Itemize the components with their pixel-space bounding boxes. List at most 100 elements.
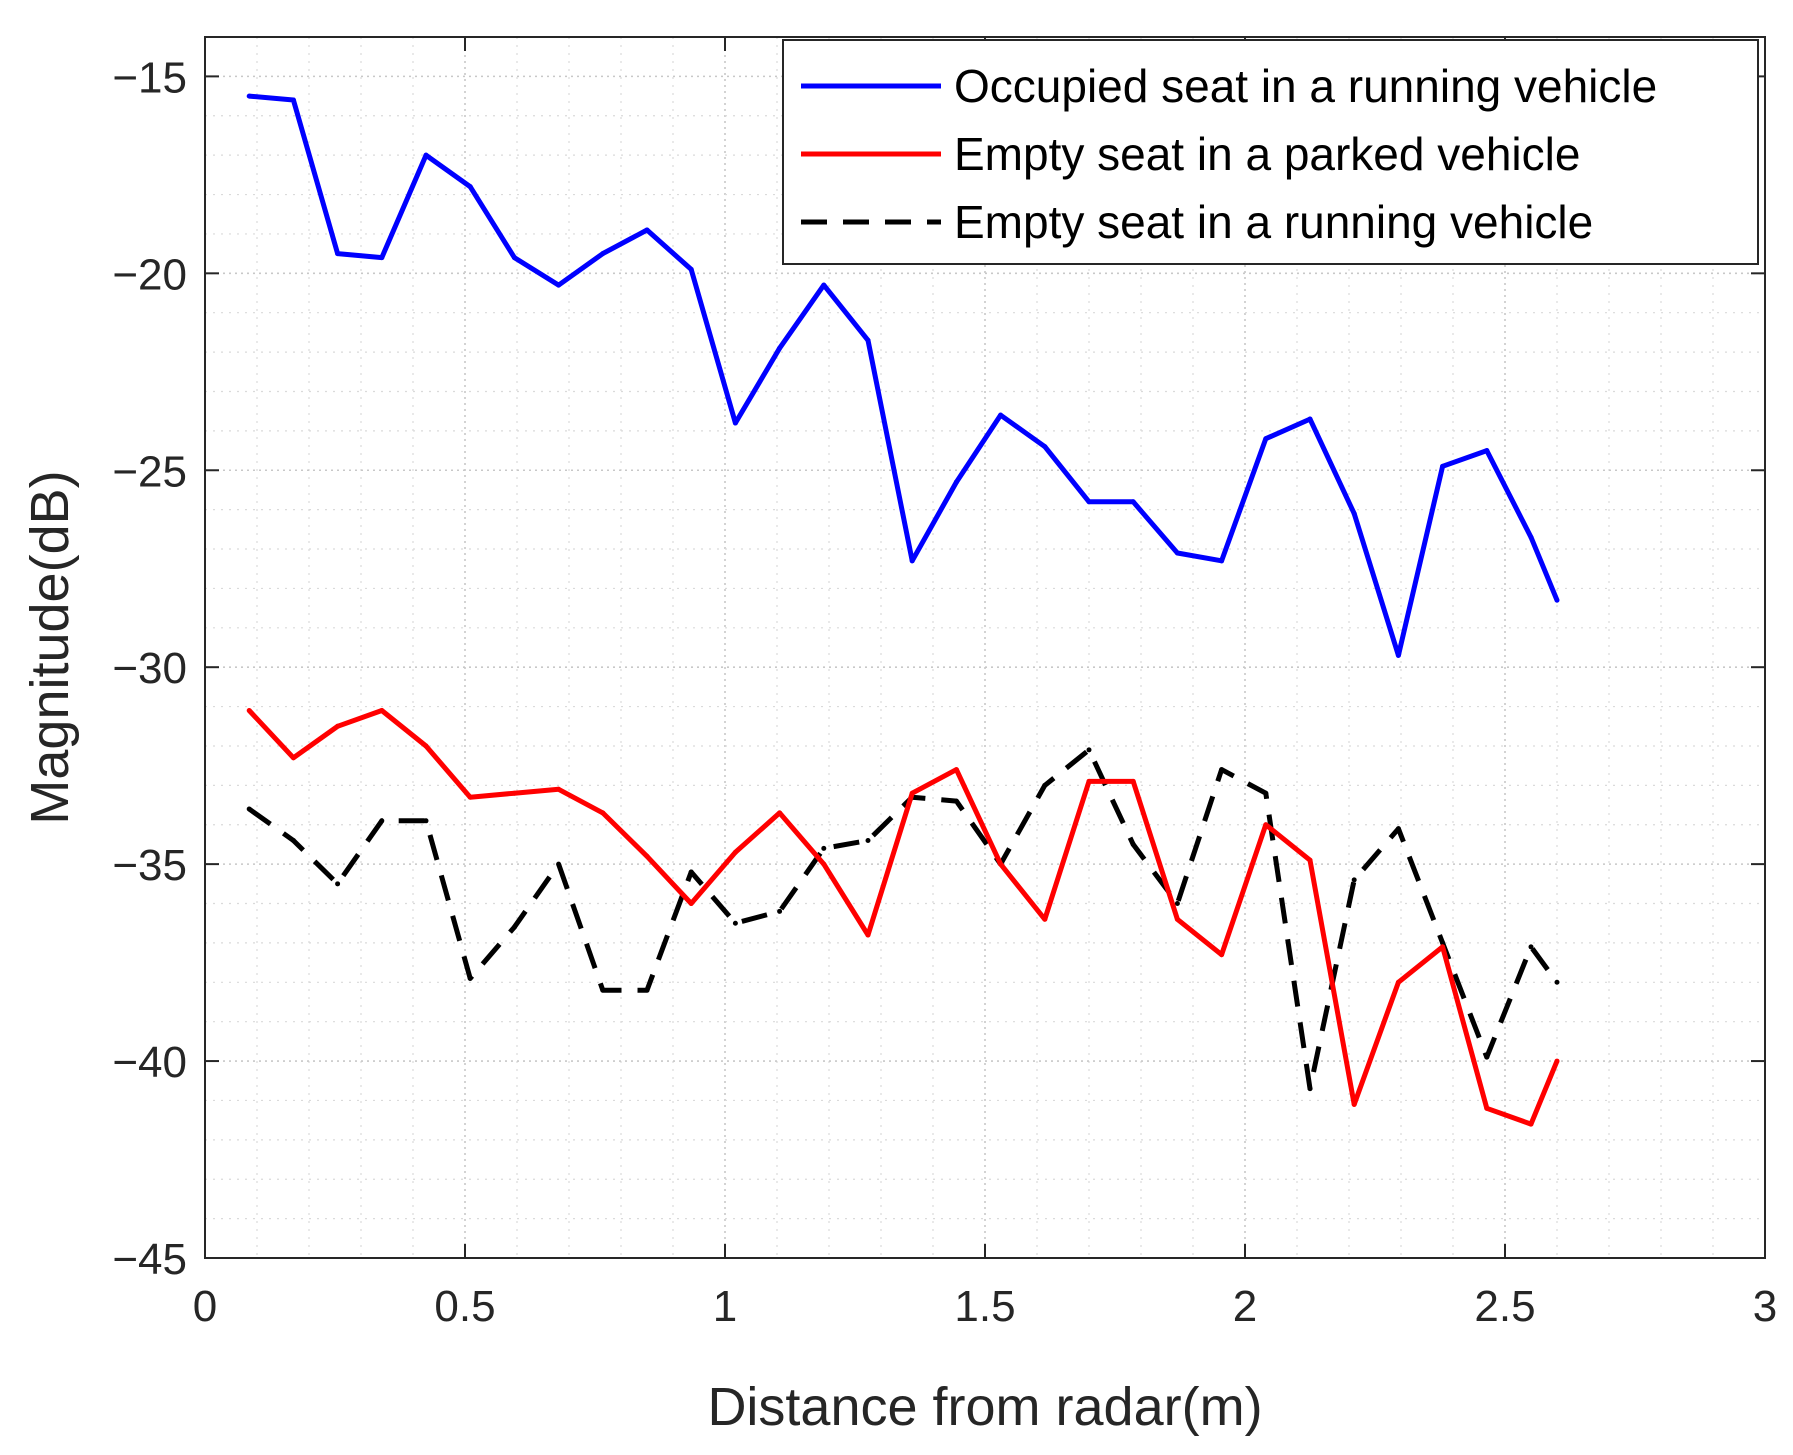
y-tick-label: −15 — [112, 53, 187, 102]
data-point — [335, 251, 341, 257]
data-point — [1484, 448, 1490, 454]
data-point — [511, 255, 517, 261]
data-point — [511, 924, 517, 930]
y-tick-label: −40 — [112, 1038, 187, 1087]
data-point — [1086, 778, 1092, 784]
data-point — [777, 908, 783, 914]
x-tick-label: 0 — [193, 1282, 217, 1331]
data-point — [246, 708, 252, 714]
data-point — [1130, 778, 1136, 784]
data-point — [1219, 767, 1225, 773]
data-point — [1086, 747, 1092, 753]
data-point — [1528, 1121, 1534, 1127]
data-point — [1307, 857, 1313, 863]
data-point — [379, 818, 385, 824]
data-point — [1484, 1105, 1490, 1111]
data-point — [1219, 952, 1225, 958]
data-point — [688, 266, 694, 272]
y-tick-label: −20 — [112, 250, 187, 299]
grid — [204, 36, 1766, 1259]
data-point — [909, 558, 915, 564]
data-point — [1130, 841, 1136, 847]
data-point — [379, 255, 385, 261]
data-point — [998, 861, 1004, 867]
data-point — [246, 806, 252, 812]
data-point — [909, 790, 915, 796]
x-tick-labels: 0 0.5 1 1.5 2 2.5 3 — [193, 1282, 1777, 1331]
data-point — [335, 881, 341, 887]
data-point — [1307, 1086, 1313, 1092]
data-point — [1263, 790, 1269, 796]
legend-entries: Occupied seat in a running vehicle Empty … — [801, 60, 1657, 248]
data-point — [379, 708, 385, 714]
legend-label-2: Empty seat in a parked vehicle — [954, 128, 1580, 180]
data-point — [865, 932, 871, 938]
data-point — [732, 920, 738, 926]
data-point — [1174, 901, 1180, 907]
data-point — [688, 901, 694, 907]
data-point — [644, 853, 650, 859]
x-axis-label: Distance from radar(m) — [707, 1377, 1262, 1437]
data-point — [821, 845, 827, 851]
data-point — [1440, 940, 1446, 946]
series-layer — [246, 93, 1560, 1127]
data-point — [423, 743, 429, 749]
data-point — [821, 861, 827, 867]
x-tick-label: 1 — [713, 1282, 737, 1331]
data-point — [1263, 436, 1269, 442]
x-tick-label: 0.5 — [434, 1282, 495, 1331]
data-point — [467, 794, 473, 800]
data-point — [1528, 534, 1534, 540]
data-point — [1174, 550, 1180, 556]
data-point — [1307, 416, 1313, 422]
data-point — [1554, 597, 1560, 603]
data-point — [777, 345, 783, 351]
data-point — [732, 420, 738, 426]
data-point — [556, 786, 562, 792]
data-point — [556, 861, 562, 867]
legend-label-3: Empty seat in a running vehicle — [954, 196, 1593, 248]
data-point — [998, 412, 1004, 418]
data-point — [1042, 916, 1048, 922]
data-point — [644, 987, 650, 993]
data-point — [1351, 1101, 1357, 1107]
data-point — [600, 810, 606, 816]
data-point — [335, 723, 341, 729]
data-point — [290, 837, 296, 843]
y-tick-labels: −45 −40 −35 −30 −25 −20 −15 — [112, 53, 187, 1284]
data-point — [246, 93, 252, 99]
data-point — [865, 337, 871, 343]
data-point — [1351, 511, 1357, 517]
data-point — [1130, 499, 1136, 505]
data-point — [1174, 916, 1180, 922]
data-point — [953, 798, 959, 804]
y-tick-label: −45 — [112, 1235, 187, 1284]
data-point — [688, 869, 694, 875]
data-point — [732, 849, 738, 855]
data-point — [1440, 463, 1446, 469]
data-point — [1086, 499, 1092, 505]
data-point — [556, 282, 562, 288]
data-point — [1484, 1054, 1490, 1060]
data-point — [600, 251, 606, 257]
y-tick-label: −35 — [112, 841, 187, 890]
x-tick-label: 2.5 — [1474, 1282, 1535, 1331]
data-point — [1042, 444, 1048, 450]
x-tick-label: 1.5 — [954, 1282, 1015, 1331]
data-point — [511, 790, 517, 796]
data-point — [1351, 877, 1357, 883]
data-point — [1554, 1058, 1560, 1064]
data-point — [467, 975, 473, 981]
y-tick-label: −25 — [112, 447, 187, 496]
data-point — [1440, 944, 1446, 950]
data-point — [953, 767, 959, 773]
x-tick-label: 2 — [1233, 1282, 1257, 1331]
legend: Occupied seat in a running vehicle Empty … — [782, 39, 1759, 265]
data-point — [821, 282, 827, 288]
data-point — [467, 184, 473, 190]
data-point — [290, 97, 296, 103]
data-point — [1528, 944, 1534, 950]
y-axis-label: Magnitude(dB) — [20, 470, 80, 824]
data-point — [600, 987, 606, 993]
data-point — [1395, 652, 1401, 658]
